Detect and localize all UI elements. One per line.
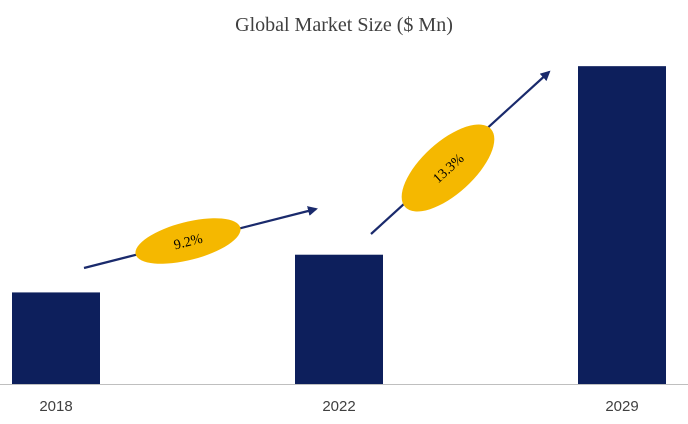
cagr-label-1: 9.2%: [172, 232, 204, 254]
x-tick-label-2029: 2029: [605, 398, 638, 415]
cagr-ellipse-1: [135, 218, 241, 264]
bar-2022: [295, 254, 383, 384]
cagr-ellipse-2: [401, 124, 495, 212]
x-tick-label-2022: 2022: [322, 398, 355, 415]
bar-2029: [578, 66, 666, 385]
bar-2018: [12, 292, 100, 384]
chart-title: Global Market Size ($ Mn): [235, 14, 453, 36]
x-tick-label-2018: 2018: [39, 398, 72, 415]
